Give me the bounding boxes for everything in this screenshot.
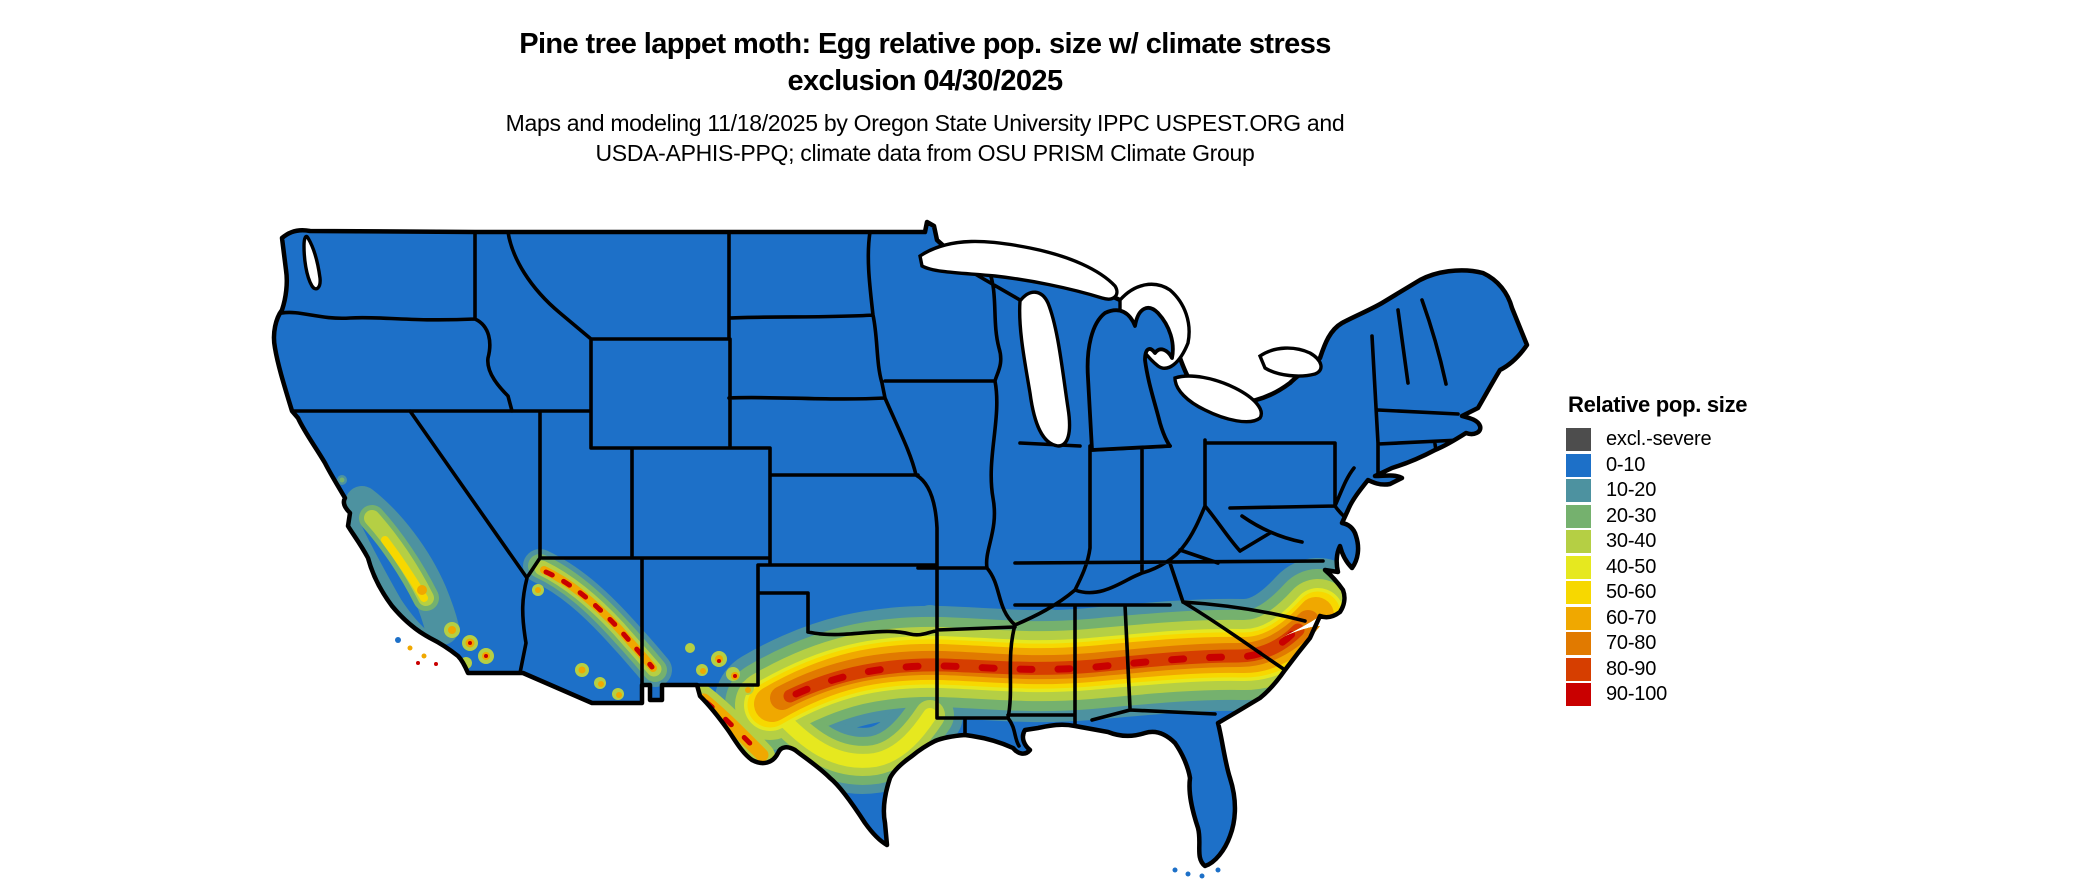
lake-superior	[918, 239, 1119, 301]
legend-row-90-100: 90-100	[1566, 682, 1806, 708]
south-band	[714, 558, 1374, 794]
base-fill-0-10	[273, 222, 1527, 866]
conus-outline	[271, 219, 1530, 869]
legend-label: 10-20	[1606, 479, 1657, 502]
legend-swatch-10-20	[1566, 479, 1591, 503]
legend-swatch-50-60	[1566, 581, 1591, 605]
se-arizona-specks	[532, 584, 624, 700]
legend-swatch-90-100	[1566, 683, 1591, 707]
legend-row-10-20: 10-20	[1566, 478, 1806, 504]
legend-swatch-40-50	[1566, 555, 1591, 579]
title-line-2: exclusion 04/30/2025	[787, 65, 1064, 97]
legend-label: 0-10	[1606, 453, 1646, 476]
legend-label: excl.-severe	[1606, 428, 1712, 451]
legend-label: 40-50	[1606, 555, 1657, 578]
legend-label: 60-70	[1606, 606, 1657, 629]
legend-label: 30-40	[1606, 530, 1657, 553]
legend-label: 80-90	[1606, 657, 1657, 680]
us-choropleth-map	[230, 218, 1560, 880]
lake-ontario	[1257, 346, 1323, 378]
legend-label: 20-30	[1606, 504, 1657, 527]
title-line-1: Pine tree lappet moth: Egg relative pop.…	[519, 28, 1331, 60]
legend-row-80-90: 80-90	[1566, 657, 1806, 683]
puget-sound	[302, 234, 322, 291]
legend-swatch-80-90	[1566, 657, 1591, 681]
legend-row-20-30: 20-30	[1566, 504, 1806, 530]
map-raster-layer	[273, 222, 1527, 866]
legend-label: 90-100	[1606, 683, 1668, 706]
lake-michigan	[1017, 290, 1072, 448]
lake-erie	[1173, 374, 1263, 424]
legend-swatch-30-40	[1566, 530, 1591, 554]
legend-title: Relative pop. size	[1568, 392, 1748, 417]
legend-row-50-60: 50-60	[1566, 580, 1806, 606]
legend-swatch-excl.-severe	[1566, 428, 1591, 452]
great-lakes	[302, 234, 1323, 448]
socal-specks	[337, 475, 494, 669]
subtitle-line-1: Maps and modeling 11/18/2025 by Oregon S…	[505, 110, 1345, 136]
legend-swatch-0-10	[1566, 453, 1591, 477]
page-title: Pine tree lappet moth: Egg relative pop.…	[225, 26, 1625, 100]
legend-row-excl.-severe: excl.-severe	[1566, 427, 1806, 453]
us-map-svg	[271, 219, 1530, 879]
legend-row-60-70: 60-70	[1566, 606, 1806, 632]
legend-label: 50-60	[1606, 581, 1657, 604]
legend-swatch-70-80	[1566, 632, 1591, 656]
legend-row-70-80: 70-80	[1566, 631, 1806, 657]
legend-swatch-20-30	[1566, 504, 1591, 528]
legend-row-40-50: 40-50	[1566, 555, 1806, 581]
legend-label: 70-80	[1606, 632, 1657, 655]
legend-rows: excl.-severe 0-10 10-20 20-30 30-40 40-50 50-6…	[1566, 427, 1806, 708]
subtitle-line-2: USDA-APHIS-PPQ; climate data from OSU PR…	[595, 140, 1255, 166]
michigan-lower-peninsula	[1085, 306, 1175, 452]
legend-row-30-40: 30-40	[1566, 529, 1806, 555]
map-credit-subtitle: Maps and modeling 11/18/2025 by Oregon S…	[225, 108, 1625, 168]
legend-swatch-60-70	[1566, 606, 1591, 630]
legend-row-0-10: 0-10	[1566, 453, 1806, 479]
offshore-islands	[395, 637, 1221, 879]
map-legend: Relative pop. size excl.-severe 0-10 10-20…	[1566, 392, 1806, 708]
